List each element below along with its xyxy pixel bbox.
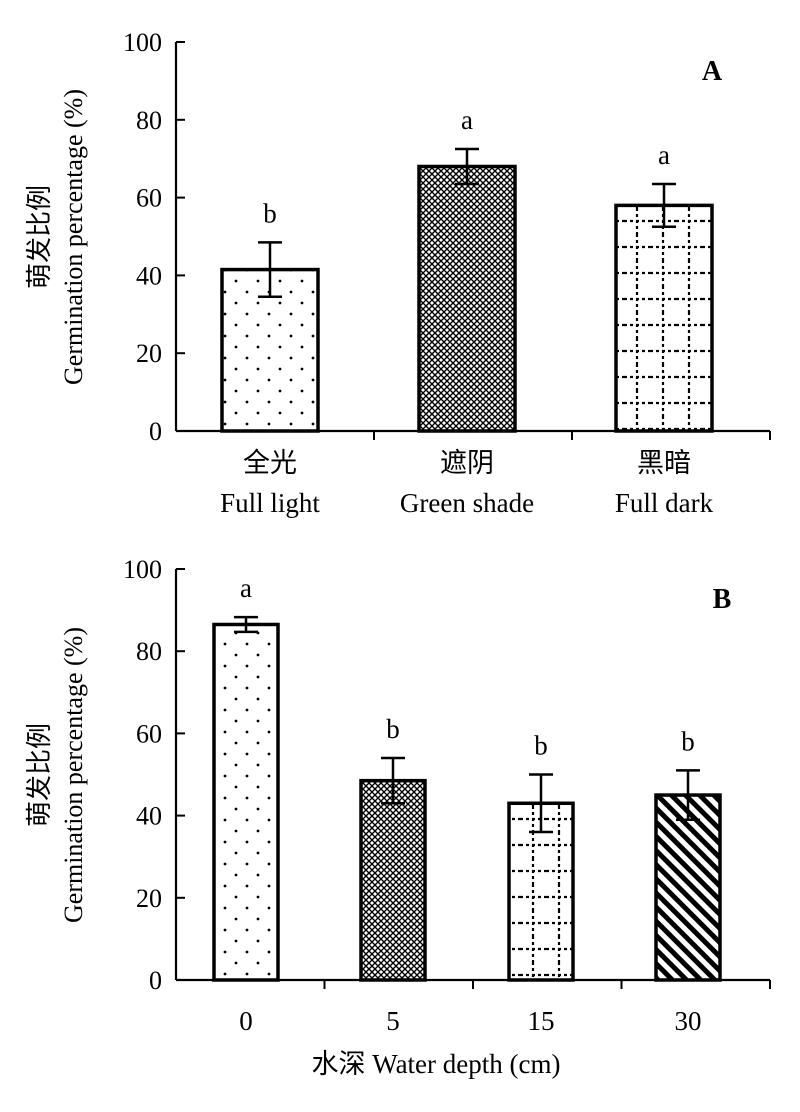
category-label-en: Full dark [615, 488, 714, 518]
x-axis-label: 水深 Water depth (cm) [312, 1049, 561, 1079]
axes-b: 0 20 40 60 80 100 [123, 555, 771, 995]
bar [654, 793, 722, 982]
bar [507, 801, 575, 982]
y-tick-label: 100 [123, 555, 162, 584]
significance-label: a [658, 140, 670, 170]
bar [614, 203, 714, 433]
category-label-en: Full light [220, 488, 320, 518]
y-tick-label: 60 [136, 719, 162, 748]
y-tick-label: 80 [136, 637, 162, 666]
y-tick-label: 0 [149, 417, 162, 446]
category-label-en: Green shade [400, 488, 534, 518]
category-label-cn: 全光 [243, 448, 297, 478]
panel-label: B [713, 584, 732, 615]
significance-label: a [461, 105, 473, 135]
y-tick-label: 20 [136, 339, 162, 368]
bar [359, 778, 427, 982]
bars-b [212, 615, 722, 982]
y-tick-label: 80 [136, 106, 162, 135]
panel-label: A [702, 56, 723, 87]
chart-panel-b: 萌发比例 Germination percentage (%) B 水深 Wat… [25, 555, 771, 1079]
chart-panel-a: 萌发比例 Germination percentage (%) A 0 20 40 6… [25, 28, 771, 518]
significance-label: b [681, 726, 695, 756]
y-axis-label-en: Germination percentage (%) [59, 627, 88, 923]
y-tick-label: 0 [149, 966, 162, 995]
category-label: 5 [386, 1006, 400, 1036]
y-axis-label-en: Germination percentage (%) [59, 89, 88, 385]
y-tick-label: 20 [136, 884, 162, 913]
bars-a [220, 147, 714, 433]
category-label: 15 [528, 1006, 555, 1036]
y-tick-label: 60 [136, 184, 162, 213]
bar [212, 622, 280, 982]
significance-label: a [240, 573, 252, 603]
bar [417, 164, 517, 433]
labels-b: a 0 b 5 b 15 b 30 [239, 573, 701, 1036]
y-tick-label: 40 [136, 261, 162, 290]
labels-a: b 全光 Full light a 遮阴 Green shade a 黑暗 Full dark [220, 105, 714, 518]
category-label: 30 [675, 1006, 702, 1036]
category-label: 0 [239, 1006, 253, 1036]
y-tick-label: 40 [136, 802, 162, 831]
y-tick-label: 100 [123, 28, 162, 57]
y-axis-label-cn: 萌发比例 [25, 185, 54, 289]
significance-label: b [534, 731, 548, 761]
significance-label: b [263, 198, 277, 228]
y-axis-label-cn: 萌发比例 [25, 723, 54, 827]
significance-label: b [386, 714, 400, 744]
category-label-cn: 黑暗 [637, 448, 691, 478]
category-label-cn: 遮阴 [440, 448, 494, 478]
